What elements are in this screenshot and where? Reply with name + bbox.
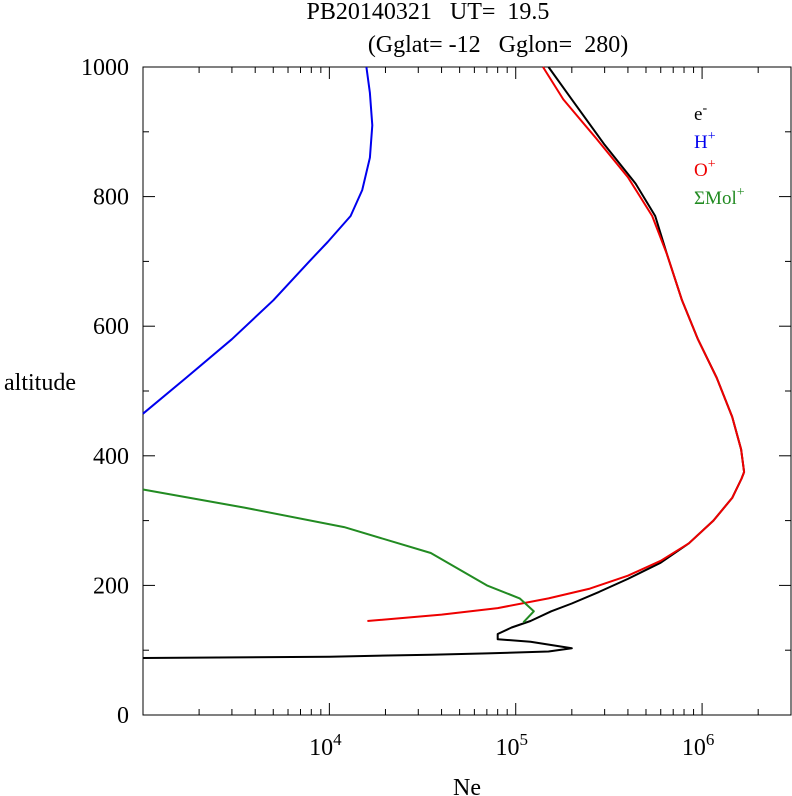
y-axis-title: altitude <box>4 370 76 396</box>
y-tick-label: 600 <box>93 314 129 340</box>
legend-item-h: H+ <box>694 129 716 153</box>
legend-item-o: O+ <box>694 157 716 181</box>
y-tick-label: 800 <box>93 185 129 211</box>
y-tick-label: 200 <box>93 573 129 599</box>
series-lines <box>142 66 746 659</box>
chart-title-line2: (Gglat= -12 Gglon= 280) <box>368 32 628 58</box>
chart-title-line1: PB20140321 UT= 19.5 <box>307 0 550 25</box>
y-tick-label: 1000 <box>81 55 129 81</box>
y-tick-labels: 0 200 400 600 800 1000 <box>81 55 129 729</box>
x-tick-labels: 104 105 106 <box>309 730 714 761</box>
series-line-e <box>142 66 746 659</box>
axis-ticks <box>142 66 792 716</box>
series-line-mol <box>142 488 535 623</box>
series-line-h <box>142 66 374 415</box>
y-tick-label: 400 <box>93 444 129 470</box>
legend-item-e: e- <box>694 101 707 125</box>
x-axis-title: Ne <box>453 775 481 796</box>
x-tick-label: 104 <box>309 730 342 761</box>
legend-item-mol: ΣMol+ <box>694 185 745 209</box>
legend: e- H+ O+ ΣMol+ <box>694 101 745 209</box>
x-tick-label: 105 <box>495 730 528 761</box>
x-tick-label: 106 <box>682 730 715 761</box>
series-line-o <box>367 66 746 622</box>
y-tick-label: 0 <box>117 703 129 729</box>
